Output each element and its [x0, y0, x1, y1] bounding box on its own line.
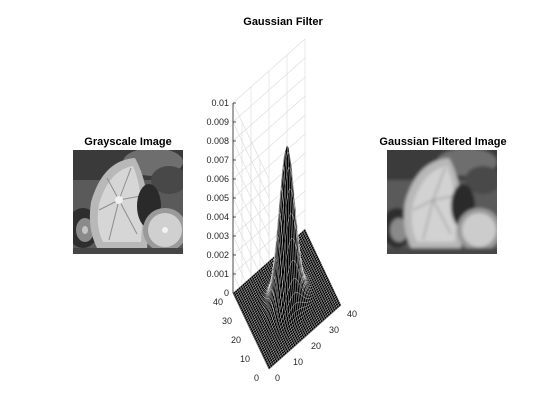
filtered-image [387, 150, 497, 254]
z-tick-label: 0.009 [206, 117, 229, 127]
z-tick-label: 0.007 [206, 155, 229, 165]
z-tick-label: 0.001 [206, 269, 229, 279]
z-tick-label: 0.003 [206, 231, 229, 241]
y-tick-label: 10 [240, 354, 250, 364]
filtered-fruit-picture [387, 150, 497, 254]
y-axis-ticks: 0 10 20 30 40 [213, 297, 259, 383]
z-tick-label: 0.002 [206, 250, 229, 260]
z-tick-label: 0.006 [206, 174, 229, 184]
y-tick-label: 40 [213, 297, 223, 307]
z-axis-ticks: 0 0.001 0.002 0.003 0.004 0.005 0.006 0.007 0.00… [206, 98, 236, 298]
gaussian-surface-mesh [232, 144, 342, 370]
x-tick-label: 0 [275, 373, 280, 383]
y-tick-label: 0 [254, 373, 259, 383]
z-tick-label: 0.005 [206, 193, 229, 203]
z-tick-label: 0.004 [206, 212, 229, 222]
x-tick-label: 40 [347, 309, 357, 319]
y-tick-label: 20 [231, 335, 241, 345]
grayscale-fruit-picture [73, 150, 183, 254]
z-tick-label: 0.008 [206, 136, 229, 146]
surface-patch [338, 302, 342, 307]
z-tick-label: 0 [224, 288, 229, 298]
z-tick-label: 0.01 [211, 98, 229, 108]
grayscale-image-title: Grayscale Image [84, 136, 172, 148]
x-tick-label: 20 [311, 341, 321, 351]
y-tick-label: 30 [222, 316, 232, 326]
gaussian-filter-title: Gaussian Filter [243, 16, 323, 28]
grayscale-image [73, 150, 183, 254]
filtered-image-title: Gaussian Filtered Image [379, 136, 507, 148]
x-axis-ticks: 0 10 20 30 40 [275, 309, 357, 383]
x-tick-label: 30 [329, 325, 339, 335]
x-tick-label: 10 [293, 357, 303, 367]
